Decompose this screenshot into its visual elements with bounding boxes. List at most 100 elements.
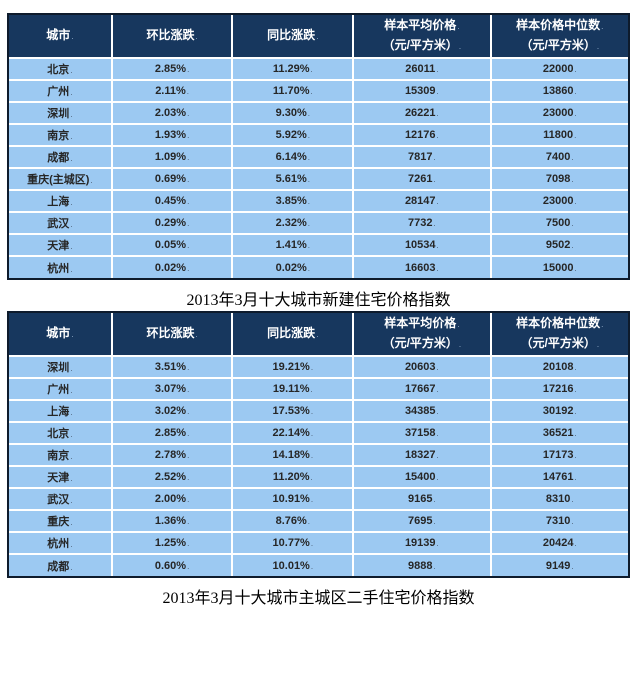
second-hand-price-table: 城市. 环比涨跌. 同比涨跌. 样本平均价格. — [9, 313, 628, 576]
cell-text: 8310 — [545, 493, 571, 505]
value-cell: 8310. — [490, 488, 628, 511]
value-cell: 9888. — [353, 554, 492, 576]
end-of-cell-mark: . — [458, 340, 462, 349]
end-of-cell-mark: . — [310, 451, 314, 460]
cell-text: 北京 — [47, 428, 70, 440]
cell-text: 19139 — [404, 537, 436, 549]
cell-text: 37158 — [404, 427, 436, 439]
end-of-cell-mark: . — [187, 197, 190, 206]
cell-text: 20424 — [542, 537, 574, 549]
header-text: 环比涨跌. — [146, 28, 198, 43]
value-cell: 10534. — [353, 234, 492, 257]
end-of-cell-mark: . — [436, 263, 439, 273]
table-row: 成都. 0.60%. 10.01%. 9888. 9149. — [9, 554, 628, 576]
value-cell: 10.77%. — [232, 532, 355, 555]
value-cell: 1.36%. — [111, 510, 234, 533]
table-row: 杭州. 0.02%. 0.02%. 16603. 15000. — [9, 256, 628, 278]
value-cell: 3.07%. — [111, 378, 234, 401]
table-body: 北京. 2.85%. 11.29%. 26011. 22000. 广州. 2.11%. 11.… — [9, 58, 628, 278]
end-of-cell-mark: . — [307, 131, 311, 140]
end-of-cell-mark: . — [70, 430, 73, 439]
city-cell: 天津. — [9, 466, 113, 489]
cell-text: 2.78% — [154, 449, 187, 461]
end-of-cell-mark: . — [601, 320, 604, 330]
cell-text: 0.60% — [154, 559, 187, 572]
end-of-cell-mark: . — [186, 87, 190, 96]
value-cell: 7310. — [490, 510, 628, 533]
city-cell: 天津. — [9, 234, 113, 257]
end-of-cell-mark: . — [310, 385, 313, 394]
city-cell: 南京. — [9, 444, 113, 467]
table-row: 深圳. 3.51%. 19.21%. 20603. 20108. — [9, 356, 628, 379]
cell-text: 南京 — [47, 130, 70, 142]
end-of-cell-mark: . — [571, 495, 574, 504]
value-cell: 2.03%. — [111, 102, 234, 125]
table-header-row: 城市. 环比涨跌. 同比涨跌. 样本平均价格. — [9, 15, 628, 59]
cell-text: 杭州 — [47, 538, 70, 550]
city-cell: 成都. — [9, 146, 113, 169]
end-of-cell-mark: . — [307, 219, 311, 228]
col-header-median-price: 样本价格中位数. （元/平方米）. — [490, 15, 628, 59]
end-of-cell-mark: . — [436, 131, 439, 140]
end-of-cell-mark: . — [316, 330, 319, 340]
value-cell: 2.78%. — [111, 444, 234, 467]
value-cell: 11.70%. — [232, 80, 355, 103]
end-of-cell-mark: . — [574, 87, 577, 96]
cell-text: 10.01% — [272, 559, 310, 572]
table-row: 上海. 0.45%. 3.85%. 28147. 23000. — [9, 190, 628, 213]
end-of-cell-mark: . — [70, 452, 73, 461]
cell-text: 7400 — [545, 151, 571, 163]
end-of-cell-mark: . — [310, 539, 314, 548]
cell-text: 0.69% — [154, 173, 187, 185]
end-of-cell-mark: . — [436, 539, 439, 548]
col-header-mom-change: 环比涨跌. — [111, 15, 234, 59]
value-cell: 5.61%. — [232, 168, 355, 191]
cell-text: 成都 — [47, 560, 70, 573]
cell-text: 3.51% — [154, 361, 187, 373]
col-header-average-price: 样本平均价格. （元/平方米）. — [353, 313, 492, 357]
header-text: 环比涨跌. — [146, 326, 198, 341]
cell-text: 17173 — [542, 449, 574, 461]
col-header-average-price: 样本平均价格. （元/平方米）. — [353, 15, 492, 59]
table-row: 杭州. 1.25%. 10.77%. 19139. 20424. — [9, 532, 628, 555]
end-of-cell-mark: . — [310, 473, 313, 482]
end-of-cell-mark: . — [571, 153, 574, 162]
value-cell: 18327. — [353, 444, 492, 467]
value-cell: 9502. — [490, 234, 628, 257]
cell-text: 30192 — [542, 405, 574, 417]
cell-text: 15309 — [404, 85, 436, 97]
value-cell: 20108. — [490, 356, 628, 379]
end-of-cell-mark: . — [571, 561, 574, 571]
cell-text: 14761 — [542, 471, 574, 483]
cell-text: 34385 — [404, 405, 436, 417]
city-cell: 广州. — [9, 378, 113, 401]
value-cell: 10.01%. — [232, 554, 355, 576]
end-of-cell-mark: . — [70, 198, 73, 207]
cell-text: 7732 — [408, 217, 433, 229]
end-of-cell-mark: . — [307, 153, 311, 162]
end-of-cell-mark: . — [307, 263, 311, 273]
cell-text: 9.30% — [275, 107, 307, 119]
end-of-cell-mark: . — [70, 386, 73, 395]
end-of-cell-mark: . — [457, 320, 460, 330]
end-of-cell-mark: . — [70, 364, 73, 373]
end-of-cell-mark: . — [433, 561, 436, 571]
city-cell: 深圳. — [9, 356, 113, 379]
end-of-cell-mark: . — [187, 451, 190, 460]
end-of-cell-mark: . — [571, 219, 574, 228]
col-header-mom-change: 环比涨跌. — [111, 313, 234, 357]
end-of-cell-mark: . — [574, 197, 577, 206]
end-of-cell-mark: . — [316, 32, 319, 42]
value-cell: 14761. — [490, 466, 628, 489]
cell-text: 36521 — [542, 427, 574, 439]
end-of-cell-mark: . — [195, 32, 198, 42]
cell-text: 19.11% — [272, 383, 310, 395]
header-text: 样本价格中位数. — [516, 316, 604, 331]
value-cell: 22000. — [490, 58, 628, 81]
value-cell: 0.45%. — [111, 190, 234, 213]
value-cell: 1.41%. — [232, 234, 355, 257]
cell-text: 28147 — [404, 195, 436, 207]
value-cell: 0.05%. — [111, 234, 234, 257]
end-of-cell-mark: . — [71, 32, 74, 42]
header-text: 城市. — [46, 326, 74, 341]
